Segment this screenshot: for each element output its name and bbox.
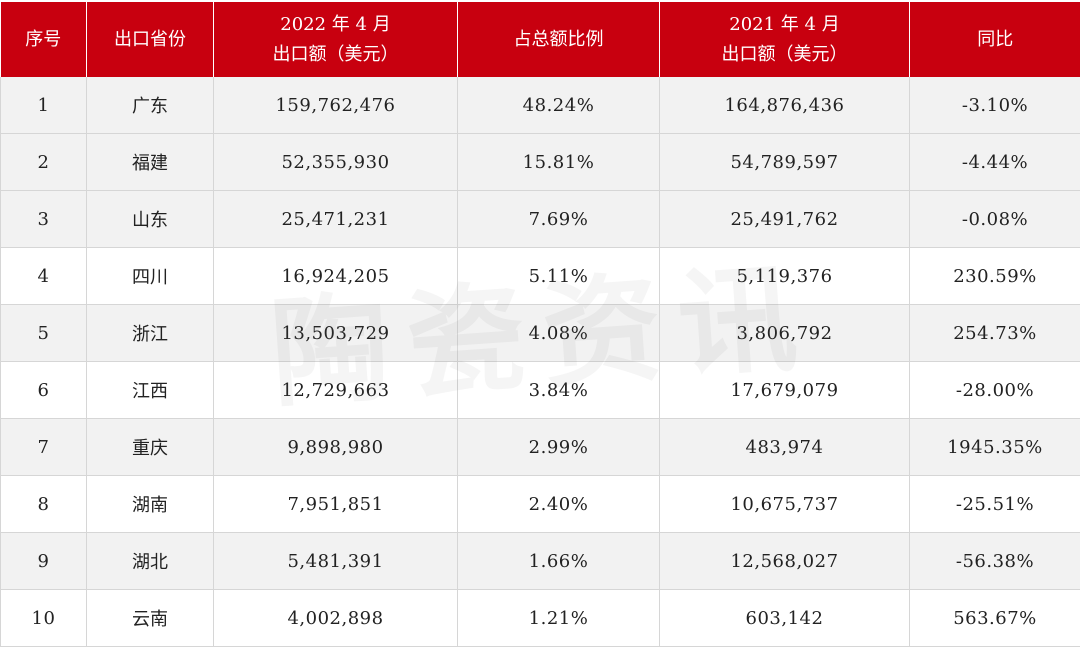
cell-yoy: -3.10% xyxy=(909,77,1080,134)
cell-index: 3 xyxy=(0,190,87,248)
cell-share: 48.24% xyxy=(457,77,660,134)
table-row: 3 山东 25,471,231 7.69% 25,491,762 -0.08% xyxy=(0,190,1080,248)
cell-export-2021: 54,789,597 xyxy=(659,133,910,191)
cell-index: 7 xyxy=(0,418,87,476)
column-header-line: 出口省份 xyxy=(114,28,186,50)
header-export-2022: 2022 年 4 月出口额（美元） xyxy=(213,2,458,77)
cell-index: 9 xyxy=(0,532,87,590)
cell-index: 4 xyxy=(0,247,87,305)
cell-share: 7.69% xyxy=(457,190,660,248)
header-share: 占总额比例 xyxy=(457,2,660,77)
cell-share: 3.84% xyxy=(457,361,660,419)
cell-export-2021: 3,806,792 xyxy=(659,304,910,362)
cell-export-2022: 25,471,231 xyxy=(213,190,458,248)
cell-share: 1.21% xyxy=(457,589,660,647)
cell-share: 1.66% xyxy=(457,532,660,590)
cell-export-2021: 12,568,027 xyxy=(659,532,910,590)
cell-province: 广东 xyxy=(86,77,214,134)
table-row: 1 广东 159,762,476 48.24% 164,876,436 -3.10% xyxy=(0,77,1080,134)
cell-export-2022: 9,898,980 xyxy=(213,418,458,476)
table-body: 1 广东 159,762,476 48.24% 164,876,436 -3.10% 2 福建… xyxy=(0,77,1080,647)
cell-export-2021: 164,876,436 xyxy=(659,77,910,134)
cell-yoy: 230.59% xyxy=(909,247,1080,305)
column-header-line: 出口额（美元） xyxy=(272,43,399,65)
cell-share: 5.11% xyxy=(457,247,660,305)
table-row: 10 云南 4,002,898 1.21% 603,142 563.67% xyxy=(0,589,1080,647)
cell-export-2021: 603,142 xyxy=(659,589,910,647)
cell-export-2021: 17,679,079 xyxy=(659,361,910,419)
cell-province: 湖北 xyxy=(86,532,214,590)
cell-index: 10 xyxy=(0,589,87,647)
cell-province: 四川 xyxy=(86,247,214,305)
cell-export-2022: 12,729,663 xyxy=(213,361,458,419)
cell-share: 2.99% xyxy=(457,418,660,476)
cell-export-2022: 52,355,930 xyxy=(213,133,458,191)
header-export-2021: 2021 年 4 月出口额（美元） xyxy=(659,2,910,77)
cell-province: 浙江 xyxy=(86,304,214,362)
cell-yoy: 1945.35% xyxy=(909,418,1080,476)
cell-province: 云南 xyxy=(86,589,214,647)
cell-yoy: -56.38% xyxy=(909,532,1080,590)
column-header-line: 2021 年 4 月 xyxy=(729,13,840,35)
cell-yoy: 563.67% xyxy=(909,589,1080,647)
cell-yoy: -28.00% xyxy=(909,361,1080,419)
cell-share: 15.81% xyxy=(457,133,660,191)
header-yoy: 同比 xyxy=(909,2,1080,77)
column-header-line: 2022 年 4 月 xyxy=(280,13,391,35)
header-index: 序号 xyxy=(0,2,87,77)
table-row: 8 湖南 7,951,851 2.40% 10,675,737 -25.51% xyxy=(0,475,1080,533)
cell-yoy: -0.08% xyxy=(909,190,1080,248)
header-row: 序号 出口省份 2022 年 4 月出口额（美元） 占总额比例 2021 年 4 月出口… xyxy=(0,2,1080,77)
cell-export-2021: 10,675,737 xyxy=(659,475,910,533)
table-header: 序号 出口省份 2022 年 4 月出口额（美元） 占总额比例 2021 年 4 月出口… xyxy=(0,2,1080,77)
table-row: 4 四川 16,924,205 5.11% 5,119,376 230.59% xyxy=(0,247,1080,305)
column-header-line: 同比 xyxy=(977,28,1014,50)
cell-share: 2.40% xyxy=(457,475,660,533)
cell-province: 江西 xyxy=(86,361,214,419)
table-row: 7 重庆 9,898,980 2.99% 483,974 1945.35% xyxy=(0,418,1080,476)
cell-index: 1 xyxy=(0,77,87,134)
cell-export-2022: 5,481,391 xyxy=(213,532,458,590)
cell-export-2022: 4,002,898 xyxy=(213,589,458,647)
cell-export-2022: 16,924,205 xyxy=(213,247,458,305)
column-header-line: 占总额比例 xyxy=(513,28,604,50)
cell-export-2021: 483,974 xyxy=(659,418,910,476)
table-row: 2 福建 52,355,930 15.81% 54,789,597 -4.44% xyxy=(0,133,1080,191)
table-row: 9 湖北 5,481,391 1.66% 12,568,027 -56.38% xyxy=(0,532,1080,590)
cell-province: 湖南 xyxy=(86,475,214,533)
table-row: 5 浙江 13,503,729 4.08% 3,806,792 254.73% xyxy=(0,304,1080,362)
column-header-line: 出口额（美元） xyxy=(721,43,848,65)
cell-yoy: -25.51% xyxy=(909,475,1080,533)
cell-yoy: -4.44% xyxy=(909,133,1080,191)
cell-province: 重庆 xyxy=(86,418,214,476)
cell-index: 6 xyxy=(0,361,87,419)
cell-index: 2 xyxy=(0,133,87,191)
cell-province: 福建 xyxy=(86,133,214,191)
cell-yoy: 254.73% xyxy=(909,304,1080,362)
column-header-line: 序号 xyxy=(25,28,62,50)
cell-export-2022: 7,951,851 xyxy=(213,475,458,533)
cell-share: 4.08% xyxy=(457,304,660,362)
cell-export-2022: 13,503,729 xyxy=(213,304,458,362)
header-province: 出口省份 xyxy=(86,2,214,77)
cell-index: 8 xyxy=(0,475,87,533)
cell-export-2021: 5,119,376 xyxy=(659,247,910,305)
cell-index: 5 xyxy=(0,304,87,362)
table-row: 6 江西 12,729,663 3.84% 17,679,079 -28.00% xyxy=(0,361,1080,419)
cell-export-2022: 159,762,476 xyxy=(213,77,458,134)
cell-export-2021: 25,491,762 xyxy=(659,190,910,248)
cell-province: 山东 xyxy=(86,190,214,248)
